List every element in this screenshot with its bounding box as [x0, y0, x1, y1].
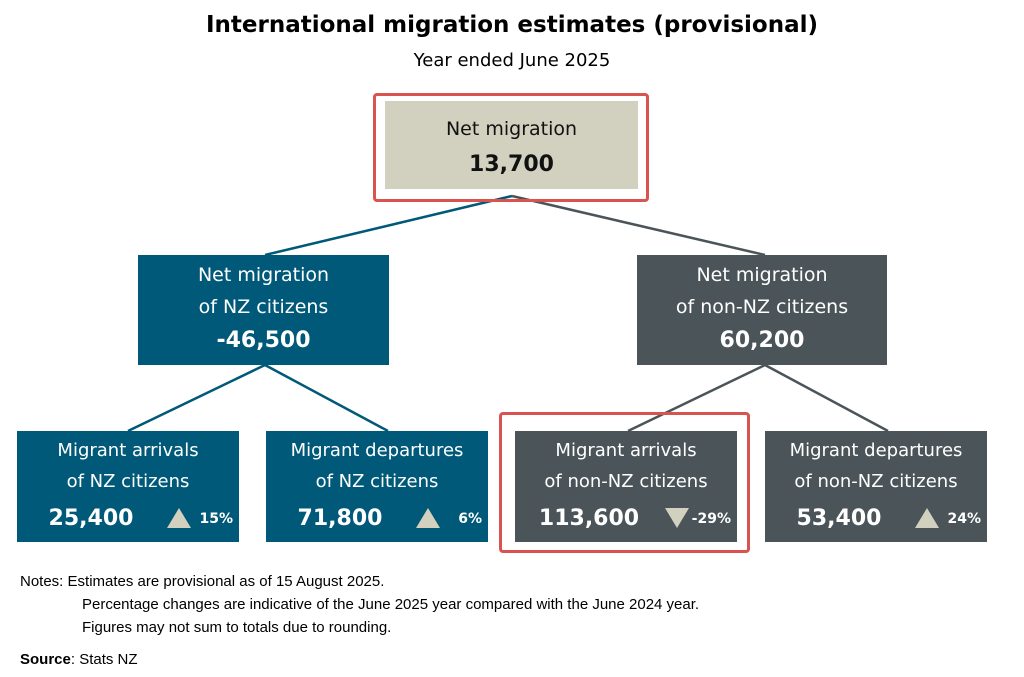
- connector-nz-arrivals: [127, 363, 266, 433]
- connector-root-nz: [264, 194, 513, 257]
- notes-line1: Estimates are provisional as of 15 Augus…: [67, 573, 385, 590]
- nonnz-label-line2: of non-NZ citizens: [675, 296, 849, 318]
- diagram-title: International migration estimates (provi…: [205, 12, 819, 38]
- departures-nz-box: Migrant departures of NZ citizens 71,800…: [266, 431, 488, 542]
- notes-line3: Figures may not sum to totals due to rou…: [82, 619, 392, 636]
- diagram-subtitle: Year ended June 2025: [413, 50, 611, 71]
- nz-label-line2: of NZ citizens: [198, 296, 329, 318]
- nz-value: -46,500: [216, 328, 311, 353]
- connector-nz-departures: [264, 363, 389, 433]
- nonnz-label-line1: Net migration: [696, 264, 828, 286]
- net-migration-box: Net migration 13,700: [385, 101, 638, 189]
- triangle-up-icon: [915, 508, 939, 528]
- arrivals-nz-label-line2: of NZ citizens: [66, 471, 190, 492]
- net-migration-value: 13,700: [469, 152, 554, 177]
- source: Source: Stats NZ: [20, 651, 138, 668]
- connector-nonnz-arrivals: [627, 363, 766, 433]
- departures-nz-label-line2: of NZ citizens: [315, 471, 439, 492]
- arrivals-nz-box: Migrant arrivals of NZ citizens 25,400 1…: [17, 431, 239, 542]
- arrivals-nonnz-label-line2: of non-NZ citizens: [544, 471, 708, 492]
- triangle-up-icon: [167, 508, 191, 528]
- departures-nonnz-label-line1: Migrant departures: [789, 440, 963, 461]
- notes: Notes: Estimates are provisional as of 1…: [20, 570, 699, 639]
- source-text: : Stats NZ: [70, 651, 138, 668]
- nz-label-line1: Net migration: [197, 264, 330, 286]
- connector-root-nonnz: [511, 194, 766, 257]
- departures-nz-change: 6%: [458, 511, 482, 527]
- departures-nonnz-box: Migrant departures of non-NZ citizens 53…: [765, 431, 987, 542]
- triangle-down-icon: [665, 508, 689, 528]
- net-migration-label: Net migration: [445, 118, 578, 140]
- arrivals-nz-value: 25,400: [48, 506, 134, 531]
- arrivals-nz-label-line1: Migrant arrivals: [57, 440, 199, 461]
- notes-line2: Percentage changes are indicative of the…: [82, 596, 700, 613]
- arrivals-nonnz-change: -29%: [691, 511, 731, 527]
- nonnz-value: 60,200: [719, 328, 805, 353]
- arrivals-nz-change: 15%: [199, 511, 233, 527]
- departures-nz-label-line1: Migrant departures: [290, 440, 464, 461]
- arrivals-nonnz-highlight: [499, 412, 750, 553]
- arrivals-nonnz-label-line1: Migrant arrivals: [555, 440, 697, 461]
- departures-nonnz-label-line2: of non-NZ citizens: [794, 471, 958, 492]
- departures-nonnz-value: 53,400: [796, 506, 882, 531]
- notes-prefix: Notes:: [20, 573, 64, 590]
- connector-nonnz-departures: [764, 363, 889, 433]
- triangle-up-icon: [416, 508, 440, 528]
- arrivals-nonnz-box: Migrant arrivals of non-NZ citizens 113,…: [515, 431, 737, 542]
- departures-nz-value: 71,800: [297, 506, 383, 531]
- net-migration-nz-box: Net migration of NZ citizens -46,500: [138, 255, 389, 365]
- root-highlight: [373, 93, 649, 202]
- source-label: Source: [20, 651, 71, 668]
- departures-nonnz-change: 24%: [947, 511, 981, 527]
- arrivals-nonnz-value: 113,600: [538, 506, 640, 531]
- net-migration-nonnz-box: Net migration of non-NZ citizens 60,200: [637, 255, 887, 365]
